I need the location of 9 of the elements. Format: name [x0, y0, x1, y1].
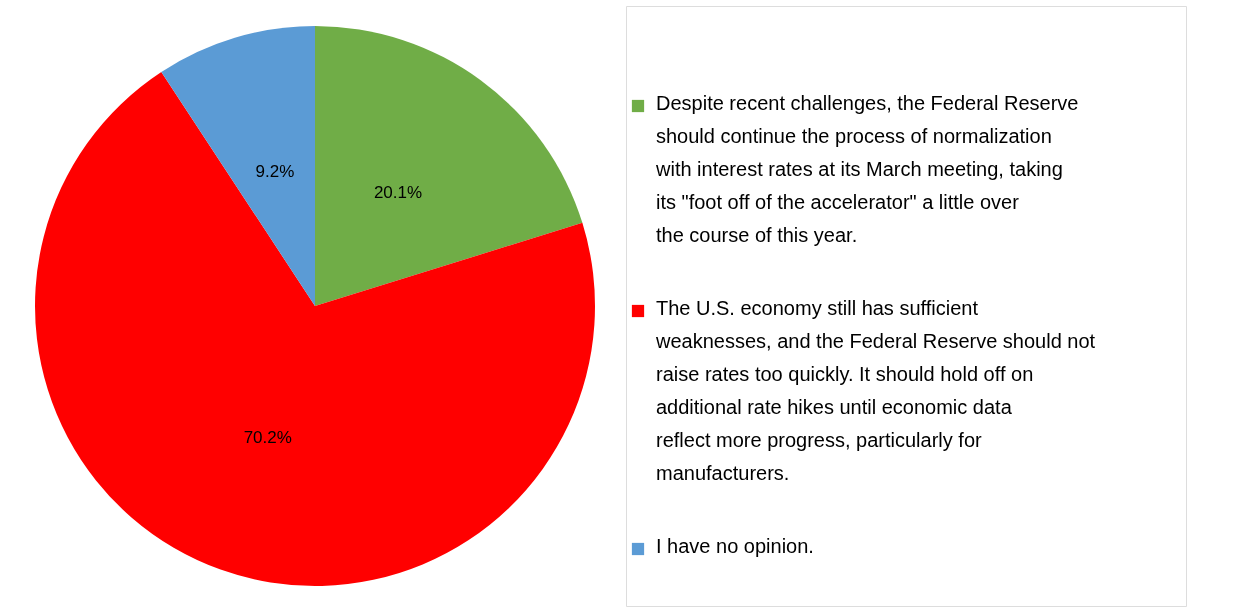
- data-label: 70.2%: [243, 427, 292, 447]
- data-label: 9.2%: [255, 161, 295, 181]
- pie-slice: [35, 71, 595, 586]
- legend-label: I have no opinion.: [656, 535, 814, 557]
- pie-slice: [315, 26, 583, 306]
- legend-label: The U.S. economy still has sufficient weaknesses, and the Federal Reserve should not raise rates too quickly. It should hold off on additional rate hikes until economic data reflect more progress, particularly for manufacturers.: [655, 297, 1096, 484]
- pie-slice: [161, 26, 315, 306]
- legend-label: Despite recent challenges, the Federal Reserve should continue the process of normalization with interest rates at its March meeting, taking its "foot off of the accelerator" a little over the course of this year.: [655, 92, 1079, 246]
- data-label: 20.1%: [373, 183, 423, 203]
